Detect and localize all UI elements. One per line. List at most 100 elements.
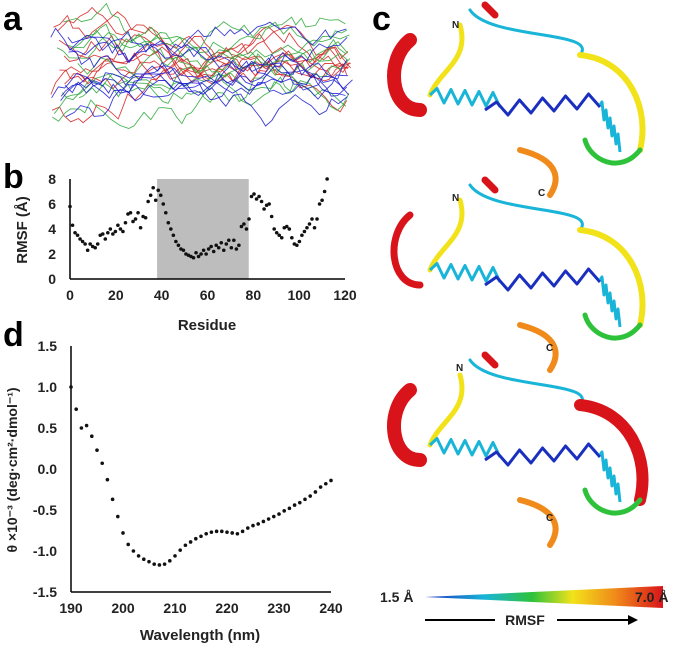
data-point bbox=[232, 238, 236, 243]
data-point bbox=[191, 255, 196, 260]
data-point bbox=[196, 254, 201, 259]
coil-tube bbox=[468, 183, 584, 232]
n-terminus-label-1: N bbox=[452, 20, 459, 31]
data-point bbox=[277, 233, 282, 238]
data-point bbox=[249, 194, 254, 199]
data-point bbox=[204, 531, 208, 536]
data-point bbox=[251, 523, 255, 528]
data-point bbox=[128, 210, 133, 215]
data-point bbox=[246, 526, 250, 530]
x-tick-label: 80 bbox=[246, 287, 262, 303]
data-point bbox=[79, 426, 84, 430]
data-point bbox=[80, 239, 85, 244]
data-point bbox=[131, 219, 135, 224]
coil-tube bbox=[577, 52, 646, 153]
y-tick-label: 2 bbox=[48, 246, 56, 262]
data-point bbox=[252, 192, 256, 196]
data-point bbox=[93, 245, 98, 250]
panel-label-d: d bbox=[3, 316, 24, 354]
y-tick-label: 0.5 bbox=[38, 420, 58, 436]
backbone-trace bbox=[67, 21, 347, 64]
colorbar-max-label: 7.0 Å bbox=[635, 589, 668, 605]
helix bbox=[428, 262, 502, 283]
data-point bbox=[111, 232, 115, 236]
coil-tube bbox=[574, 399, 649, 506]
data-point bbox=[85, 248, 90, 253]
data-point bbox=[69, 385, 73, 389]
arrow-head-icon bbox=[628, 615, 638, 625]
data-point bbox=[148, 193, 153, 198]
data-point bbox=[138, 225, 143, 230]
data-point bbox=[317, 202, 322, 206]
data-point bbox=[173, 554, 177, 558]
data-point bbox=[303, 497, 307, 502]
data-point bbox=[136, 210, 140, 215]
data-point bbox=[100, 461, 104, 466]
data-point bbox=[118, 227, 123, 231]
data-point bbox=[244, 227, 249, 231]
data-point bbox=[239, 224, 244, 229]
data-point bbox=[163, 210, 168, 215]
rmsf-chart: Residue RMSF (Å) 0 20 40 60 80 100 120 0 2 4 6 8 bbox=[14, 171, 357, 334]
coil-tube bbox=[427, 22, 465, 98]
data-point bbox=[230, 531, 234, 535]
data-point bbox=[287, 227, 292, 231]
coil-tube bbox=[517, 322, 559, 373]
data-point bbox=[214, 243, 219, 248]
helix bbox=[484, 92, 602, 117]
backbone-trace bbox=[60, 62, 353, 102]
data-point bbox=[221, 248, 226, 253]
data-point bbox=[147, 559, 151, 564]
data-point bbox=[315, 217, 319, 221]
data-point bbox=[269, 214, 274, 219]
data-point bbox=[312, 225, 317, 230]
data-point bbox=[272, 227, 276, 231]
x-axis-label: Residue bbox=[178, 317, 236, 334]
data-point bbox=[156, 188, 161, 193]
data-point bbox=[329, 478, 333, 483]
data-point bbox=[100, 232, 105, 236]
data-point bbox=[136, 554, 141, 558]
ribbon-structures-panel-c bbox=[387, 1, 649, 548]
data-point bbox=[206, 247, 211, 251]
backbone-trace bbox=[50, 27, 350, 96]
data-point bbox=[277, 512, 281, 516]
data-point bbox=[307, 222, 312, 226]
data-point bbox=[106, 230, 110, 235]
data-point bbox=[126, 542, 130, 547]
data-point bbox=[83, 242, 87, 246]
coil-tube bbox=[481, 176, 499, 194]
data-point bbox=[121, 229, 125, 234]
data-point bbox=[110, 497, 115, 502]
c-terminus-label-2: C bbox=[546, 343, 553, 354]
data-point bbox=[302, 229, 307, 234]
backbone-trace bbox=[78, 29, 348, 99]
cd-spectrum-chart: Wavelength (nm) θ ×10⁻³ (deg·cm²·dmol⁻¹)… bbox=[4, 338, 343, 644]
data-point bbox=[162, 562, 167, 566]
helix bbox=[428, 437, 502, 458]
coil-tube bbox=[481, 1, 499, 19]
data-point bbox=[188, 540, 193, 544]
data-point bbox=[287, 506, 292, 511]
y-tick-label: 8 bbox=[48, 171, 56, 187]
coil-tube bbox=[427, 197, 465, 273]
coil-tube bbox=[481, 351, 499, 369]
data-point bbox=[242, 222, 246, 226]
x-tick-label: 60 bbox=[200, 287, 216, 303]
data-point bbox=[313, 490, 318, 494]
data-point bbox=[322, 189, 327, 194]
n-terminus-label-3: N bbox=[456, 363, 463, 374]
data-point bbox=[166, 220, 171, 225]
coil-tube bbox=[468, 8, 584, 57]
data-point bbox=[211, 249, 216, 254]
coil-tube bbox=[517, 497, 559, 548]
coil-tube bbox=[468, 358, 584, 407]
data-point bbox=[103, 237, 108, 241]
data-point bbox=[295, 243, 299, 248]
data-point bbox=[181, 248, 186, 253]
y-tick-label: -1.5 bbox=[33, 584, 57, 600]
data-point bbox=[70, 223, 75, 228]
data-point bbox=[151, 185, 155, 190]
data-point bbox=[194, 536, 198, 541]
